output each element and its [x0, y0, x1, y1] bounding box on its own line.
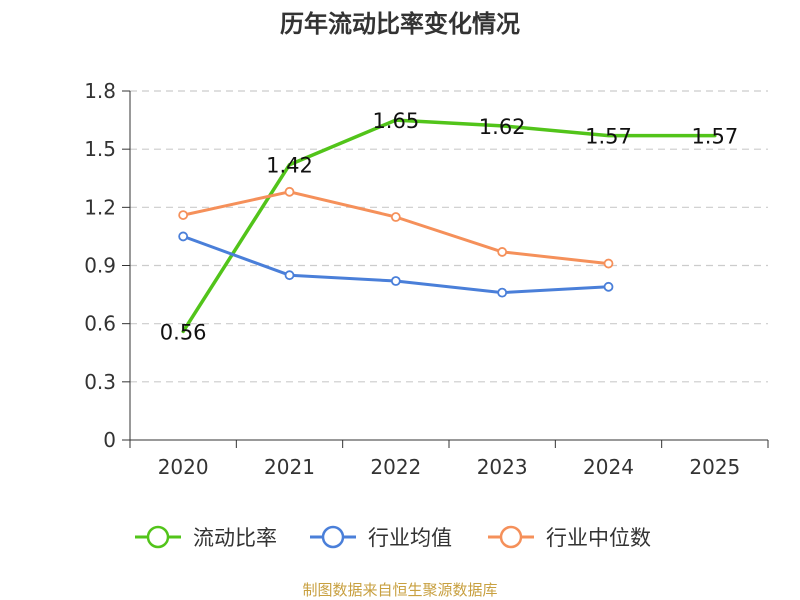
data-point [284, 186, 295, 197]
y-tick-label: 1.8 [84, 79, 116, 103]
legend-label: 行业均值 [368, 526, 452, 550]
y-tick-label: 1.2 [84, 195, 116, 219]
y-tick-label: 0.6 [84, 312, 116, 336]
x-tick-label: 2022 [370, 455, 421, 479]
series-line-3 [181, 190, 610, 266]
data-labels: 0.56 1.42 1.65 1.62 1.57 1.57 [160, 109, 738, 344]
data-point [603, 281, 614, 292]
data-point [284, 270, 295, 281]
x-tick-label: 2020 [158, 455, 209, 479]
legend-label: 行业中位数 [546, 526, 651, 550]
data-label: 0.56 [160, 320, 207, 344]
legend-label: 流动比率 [193, 526, 277, 550]
y-tick-label: 1.5 [84, 137, 116, 161]
axes: 0 0.3 0.6 0.9 1.2 1.5 1.8 2020 2021 2022 2023 2024 2… [84, 79, 769, 479]
source-note: 制图数据来自恒生聚源数据库 [302, 581, 497, 599]
x-tick-label: 2021 [264, 455, 315, 479]
y-tick-label: 0.3 [84, 370, 116, 394]
data-label: 1.62 [479, 115, 526, 139]
data-label: 1.57 [691, 125, 738, 149]
data-point [603, 258, 614, 269]
legend-item-3[interactable]: 行业中位数 [488, 525, 651, 550]
chart-title: 历年流动比率变化情况 [280, 10, 520, 38]
legend-item-1[interactable]: 流动比率 [135, 525, 277, 550]
data-point [390, 276, 401, 286]
data-point [497, 287, 508, 298]
legend-marker [499, 525, 523, 549]
data-point [178, 210, 189, 220]
y-tick-label: 0.9 [84, 254, 116, 278]
legend-marker [321, 525, 345, 549]
legend-item-2[interactable]: 行业均值 [310, 525, 452, 550]
data-point [178, 231, 189, 242]
grid-lines [130, 90, 768, 383]
data-point [390, 212, 401, 222]
x-tick-label: 2024 [583, 455, 634, 479]
y-tick-label: 0 [103, 428, 116, 452]
series-line-1 [181, 118, 717, 334]
data-point [497, 247, 508, 257]
data-label: 1.57 [585, 125, 632, 149]
legend-marker [146, 525, 170, 549]
x-tick-label: 2023 [477, 455, 528, 479]
x-tick-label: 2025 [689, 455, 740, 479]
series-lines [178, 118, 717, 334]
data-label: 1.42 [266, 154, 313, 178]
legend[interactable]: 流动比率 行业均值 行业中位数 [135, 525, 651, 550]
data-label: 1.65 [372, 109, 419, 133]
